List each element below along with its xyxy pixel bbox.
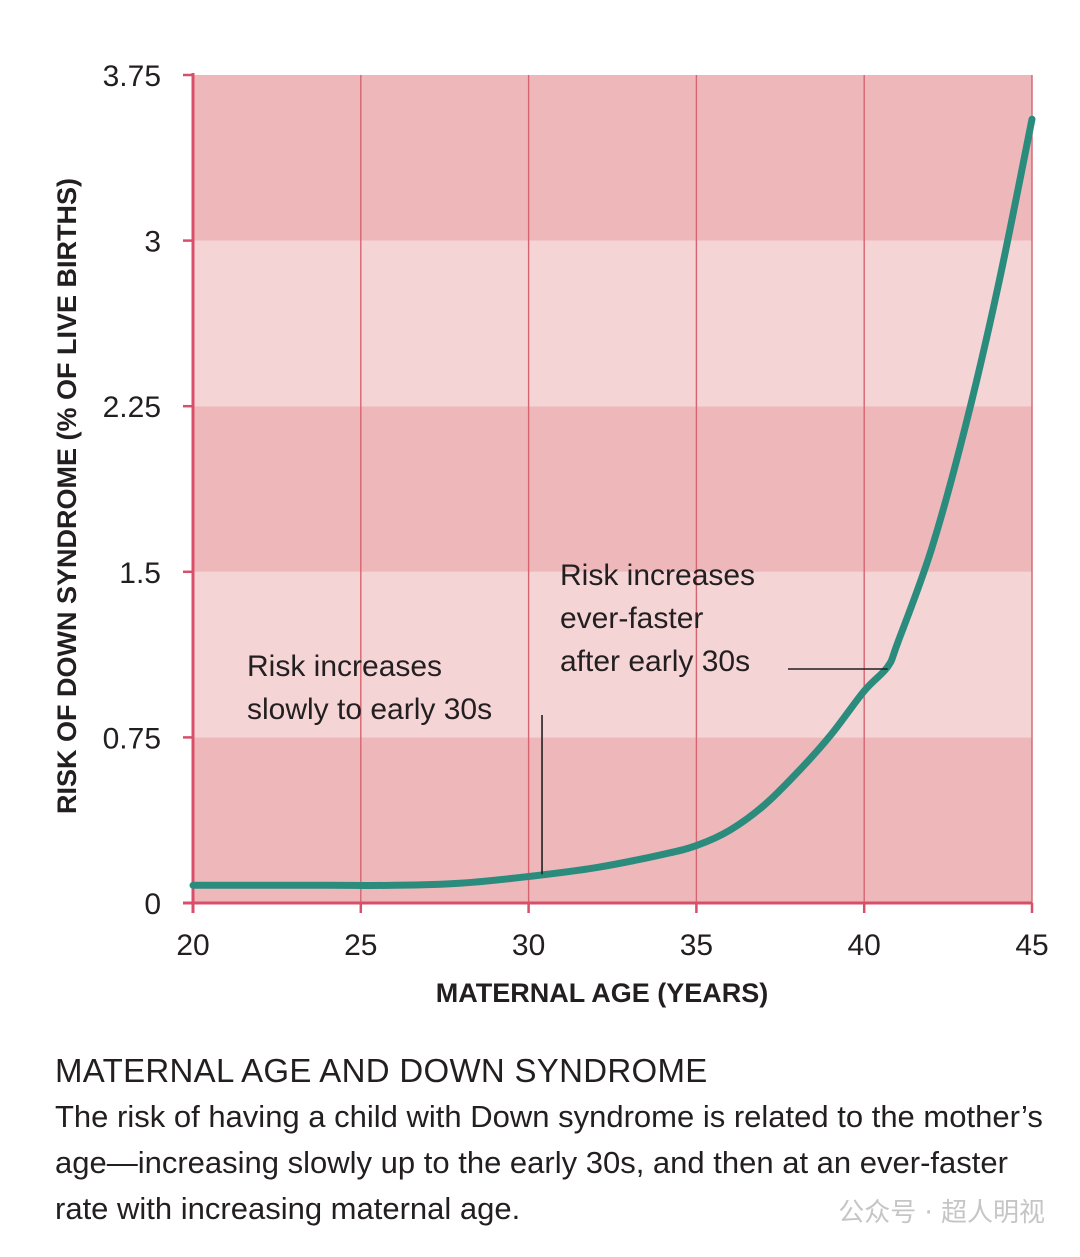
axes — [183, 73, 1034, 913]
annotations: Risk increases slowly to early 30s Risk in… — [247, 559, 888, 875]
x-tick-label: 40 — [848, 929, 881, 962]
series-line-0 — [189, 115, 1036, 889]
caption-heading: MATERNAL AGE AND DOWN SYNDROME — [55, 1052, 708, 1089]
tick-labels: 0 0.75 1.5 2.25 3 3.75 20 25 30 35 40 45 — [103, 60, 1049, 962]
y-tick-label: 0.75 — [103, 722, 161, 755]
annotation-fast: Risk increases ever-faster after early 30s — [560, 559, 755, 678]
y-tick-label: 1.5 — [119, 557, 161, 590]
x-tick-label: 25 — [344, 929, 377, 962]
y-tick-label: 2.25 — [103, 391, 161, 424]
x-tick-label: 30 — [512, 929, 545, 962]
y-axis-title: RISK OF DOWN SYNDROME (% OF LIVE BIRTHS) — [52, 178, 82, 814]
annotation-slow: Risk increases slowly to early 30s — [247, 650, 492, 726]
band-3 — [193, 240, 1032, 407]
x-tick-label: 35 — [680, 929, 713, 962]
y-tick-label: 3.75 — [103, 60, 161, 93]
x-axis-title: MATERNAL AGE (YEARS) — [436, 978, 769, 1008]
band-2 — [193, 406, 1032, 572]
band-0 — [193, 737, 1032, 903]
watermark: 公众号 · 超人明视 — [838, 1198, 1045, 1228]
x-tick-label: 20 — [176, 929, 209, 962]
series — [189, 115, 1036, 889]
caption: MATERNAL AGE AND DOWN SYNDROME The risk … — [55, 1050, 1045, 1232]
gridlines — [360, 75, 1033, 903]
y-tick-label: 3 — [144, 226, 161, 259]
band-4 — [193, 75, 1032, 241]
x-tick-label: 45 — [1015, 929, 1048, 962]
chart: 0 0.75 1.5 2.25 3 3.75 20 25 30 35 40 45 Risk incre… — [52, 60, 1049, 1008]
caption-body: The risk of having a child with Down syn… — [55, 1099, 1043, 1226]
y-tick-label: 0 — [144, 888, 161, 921]
background-bands — [193, 75, 1032, 903]
